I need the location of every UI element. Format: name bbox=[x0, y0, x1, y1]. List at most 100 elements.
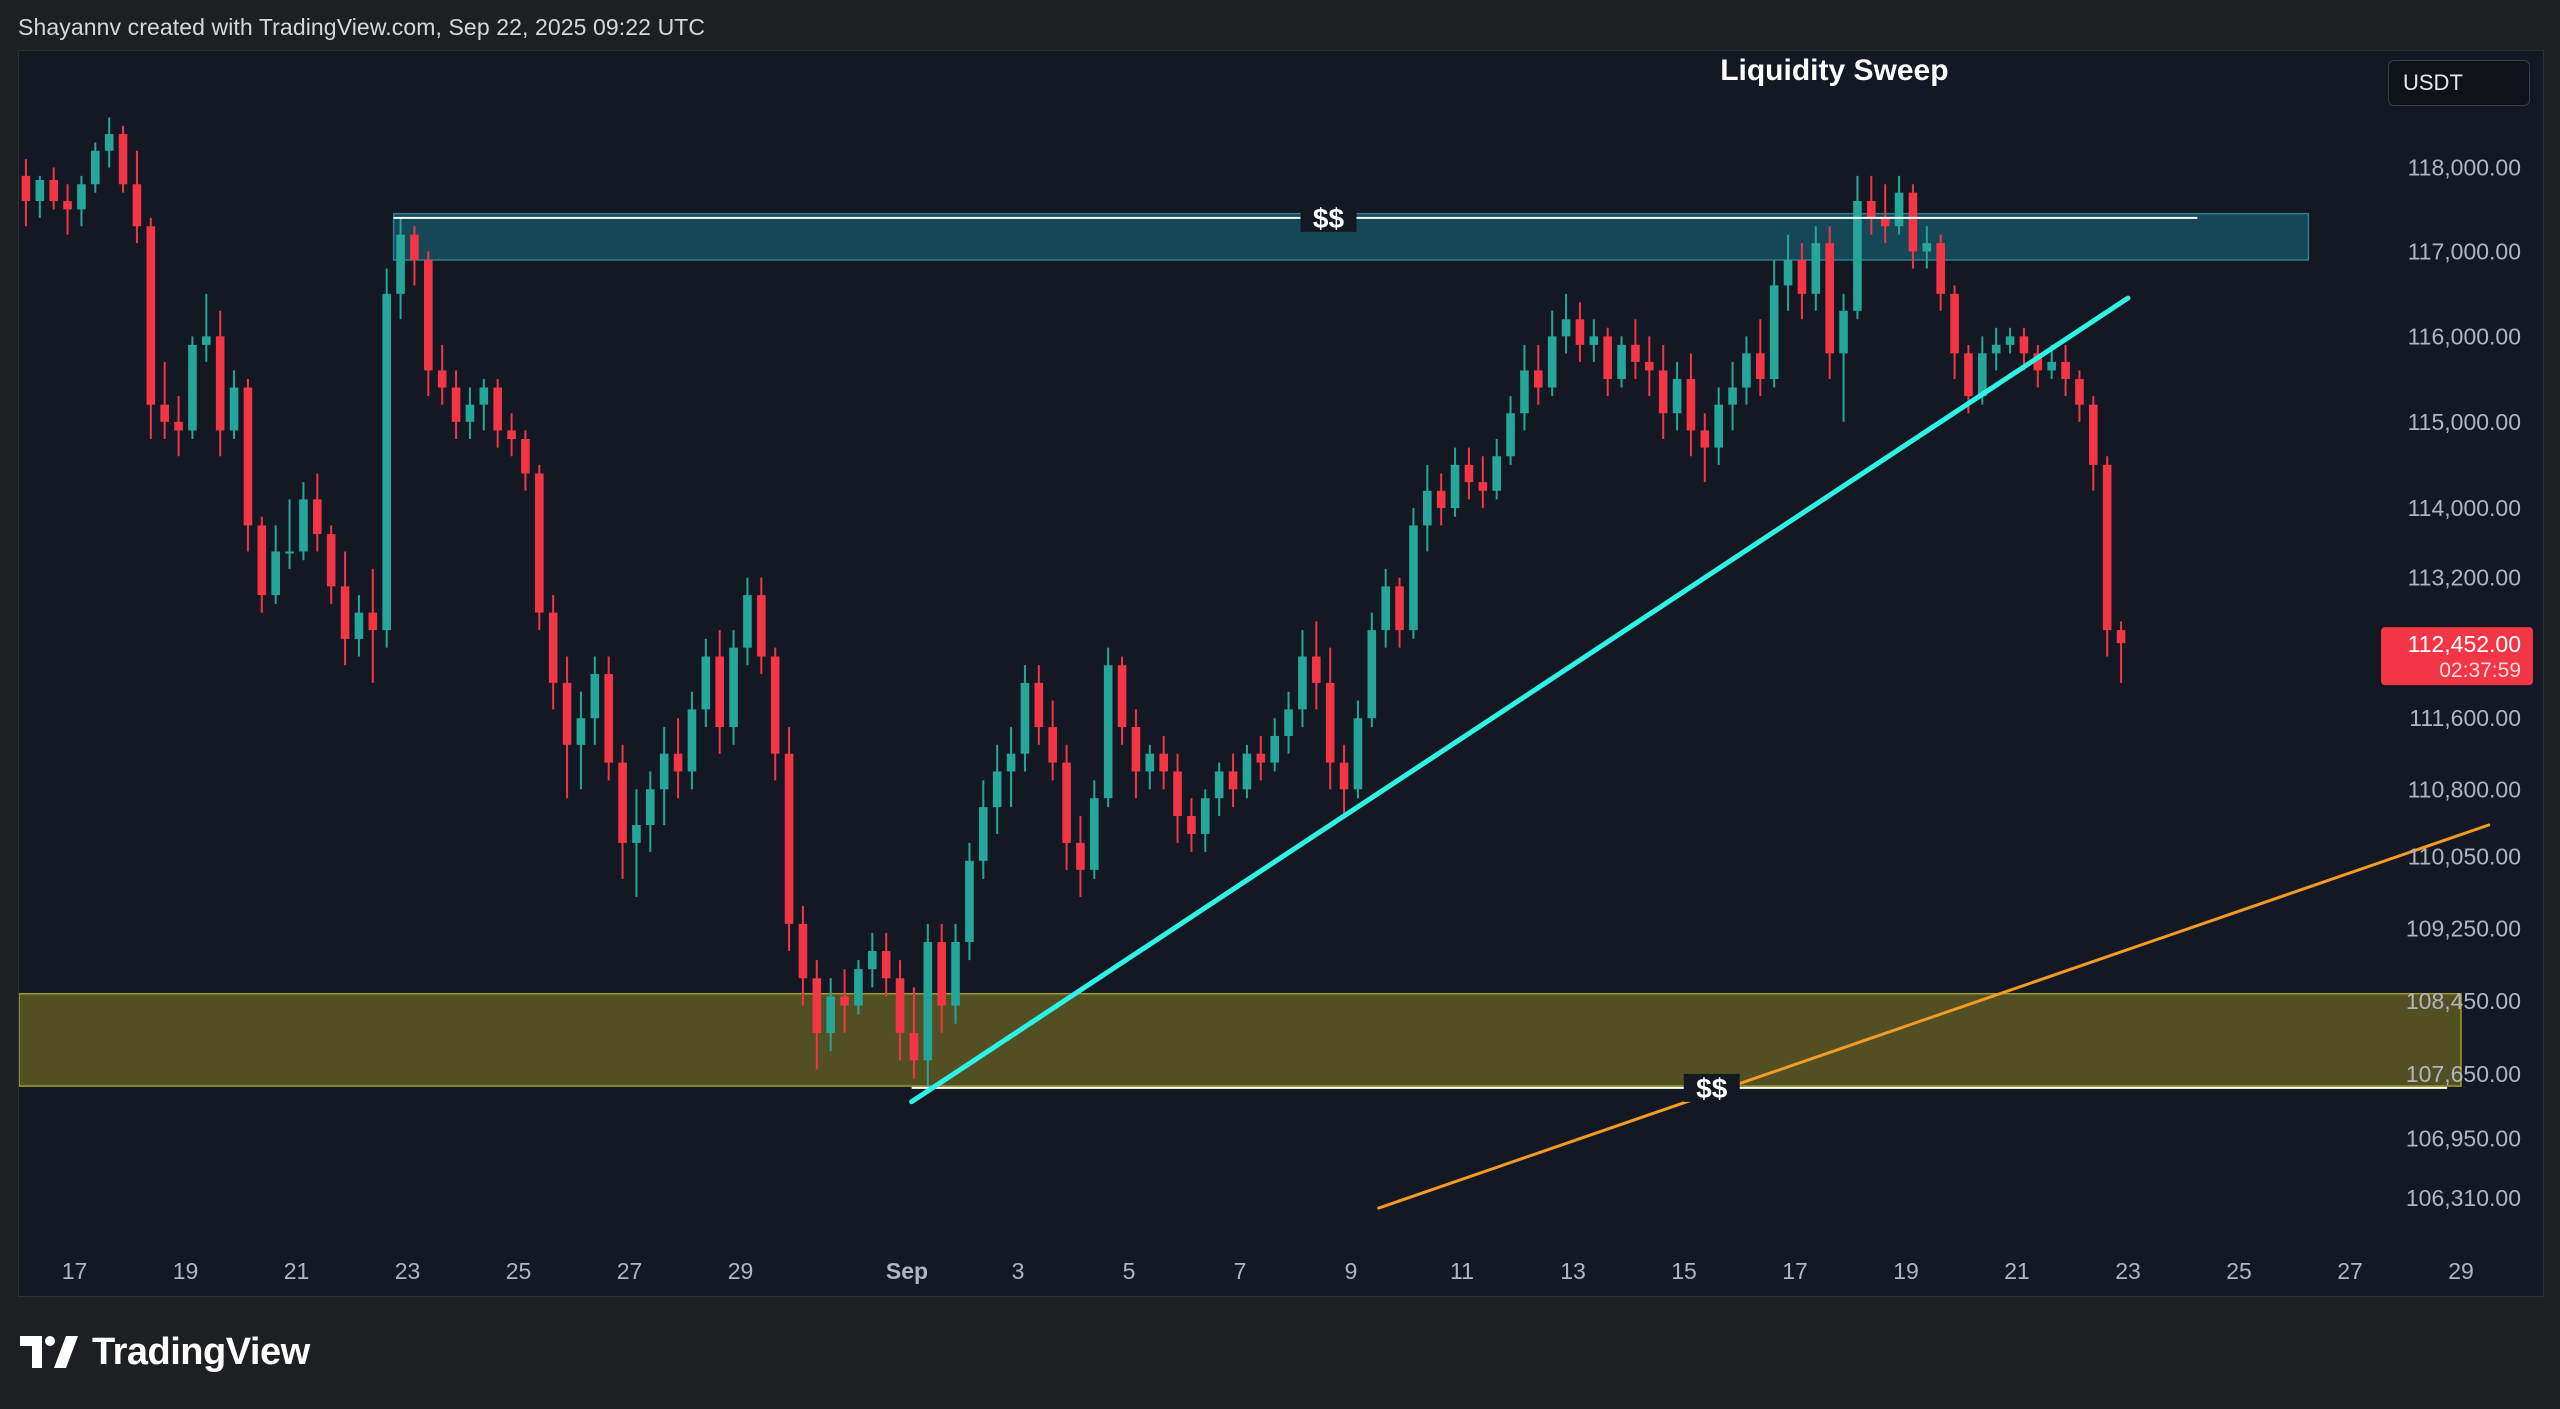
candle bbox=[257, 525, 267, 596]
tradingview-wordmark: TradingView bbox=[92, 1330, 310, 1373]
candle bbox=[868, 951, 877, 970]
candle bbox=[1450, 464, 1460, 509]
candle bbox=[701, 656, 711, 710]
candle bbox=[1020, 682, 1030, 754]
candle bbox=[1700, 430, 1710, 448]
candle bbox=[1867, 201, 1876, 218]
candle bbox=[215, 336, 225, 431]
x-tick-label: 29 bbox=[728, 1258, 754, 1284]
candle bbox=[1325, 682, 1335, 763]
x-tick-label: 19 bbox=[1893, 1258, 1919, 1284]
candle bbox=[604, 674, 613, 763]
support-zone bbox=[19, 992, 2462, 1087]
bottom-liquidity-label: $$ bbox=[1696, 1073, 1728, 1104]
candle bbox=[1964, 353, 1973, 397]
candle bbox=[1423, 490, 1432, 526]
candle bbox=[132, 184, 142, 227]
candle bbox=[104, 134, 114, 151]
candle bbox=[1103, 665, 1113, 799]
candle bbox=[1367, 630, 1377, 719]
last-price-countdown: 02:37:59 bbox=[2439, 659, 2521, 682]
candle bbox=[895, 978, 905, 1033]
price-chart[interactable]: $$$$Liquidity Sweep119,000.00118,000.001… bbox=[19, 51, 2543, 1296]
x-tick-label: 23 bbox=[2115, 1258, 2141, 1284]
candle bbox=[229, 387, 239, 431]
candle bbox=[715, 656, 724, 728]
candle bbox=[979, 807, 988, 861]
candle bbox=[313, 499, 322, 535]
candle bbox=[937, 941, 946, 1006]
candle bbox=[798, 923, 808, 979]
candle bbox=[2047, 361, 2056, 371]
x-tick-label: 23 bbox=[395, 1258, 421, 1284]
x-tick-label: 9 bbox=[1345, 1258, 1358, 1284]
candle bbox=[1159, 753, 1168, 772]
candle bbox=[1520, 370, 1529, 414]
y-tick-label: 107,650.00 bbox=[2406, 1061, 2521, 1087]
y-tick-label: 106,950.00 bbox=[2406, 1126, 2521, 1152]
candle bbox=[1464, 464, 1474, 483]
candle bbox=[1117, 665, 1127, 728]
candle bbox=[396, 234, 405, 294]
top-liquidity-label: $$ bbox=[1313, 203, 1345, 234]
tradingview-logo[interactable]: TradingView bbox=[20, 1330, 310, 1374]
candle bbox=[1062, 762, 1071, 843]
candle bbox=[424, 259, 433, 371]
candle bbox=[1131, 727, 1141, 772]
candle bbox=[1339, 762, 1349, 790]
candle bbox=[1561, 319, 1571, 337]
candle bbox=[1256, 753, 1266, 763]
x-tick-label: 17 bbox=[62, 1258, 88, 1284]
candle bbox=[1228, 771, 1238, 790]
candle bbox=[632, 824, 641, 843]
y-tick-label: 113,200.00 bbox=[2408, 565, 2521, 591]
candle bbox=[784, 753, 794, 924]
candle bbox=[590, 674, 600, 719]
candle bbox=[1603, 336, 1612, 379]
candle bbox=[1478, 482, 1488, 491]
candle bbox=[2075, 378, 2084, 405]
y-tick-label: 108,450.00 bbox=[2406, 988, 2521, 1014]
candle bbox=[673, 753, 683, 772]
candle bbox=[1353, 718, 1363, 790]
candle bbox=[507, 430, 516, 440]
candle bbox=[326, 534, 336, 587]
candle bbox=[118, 134, 128, 185]
candle bbox=[160, 404, 169, 422]
candle bbox=[437, 370, 447, 388]
candle bbox=[1714, 404, 1723, 448]
candle bbox=[1991, 344, 2001, 354]
candle bbox=[1006, 753, 1016, 772]
candle bbox=[1187, 816, 1196, 834]
candle bbox=[1797, 259, 1807, 294]
candle bbox=[562, 682, 572, 745]
chart-caption: Shayannv created with TradingView.com, S… bbox=[18, 14, 706, 40]
candle bbox=[923, 941, 933, 1061]
x-tick-label: 17 bbox=[1782, 1258, 1808, 1284]
candle bbox=[1756, 353, 1765, 379]
candle bbox=[951, 941, 960, 1006]
candle bbox=[202, 336, 211, 345]
x-tick-label: 11 bbox=[1450, 1258, 1474, 1284]
candle bbox=[1950, 293, 1959, 354]
tradingview-logo-icon bbox=[20, 1336, 78, 1368]
candle bbox=[826, 996, 835, 1033]
liquidity-sweep-label: Liquidity Sweep bbox=[1720, 54, 1948, 87]
candle bbox=[1547, 336, 1557, 388]
candle bbox=[77, 184, 86, 210]
y-tick-label: 115,000.00 bbox=[2408, 409, 2521, 435]
lower-channel-trendline bbox=[1377, 823, 2491, 1210]
candle bbox=[521, 439, 530, 474]
candle bbox=[21, 175, 31, 202]
chart-panel[interactable]: $$$$Liquidity Sweep119,000.00118,000.001… bbox=[18, 50, 2544, 1297]
last-price-badge bbox=[2381, 627, 2533, 686]
candle bbox=[1617, 344, 1626, 379]
candle bbox=[1034, 682, 1044, 728]
candle bbox=[1201, 798, 1210, 834]
candle bbox=[1825, 243, 1834, 354]
candle bbox=[1381, 586, 1390, 631]
candle bbox=[729, 647, 738, 728]
candle bbox=[1839, 310, 1848, 354]
candle bbox=[548, 612, 558, 683]
currency-badge[interactable]: USDT bbox=[2388, 60, 2530, 106]
